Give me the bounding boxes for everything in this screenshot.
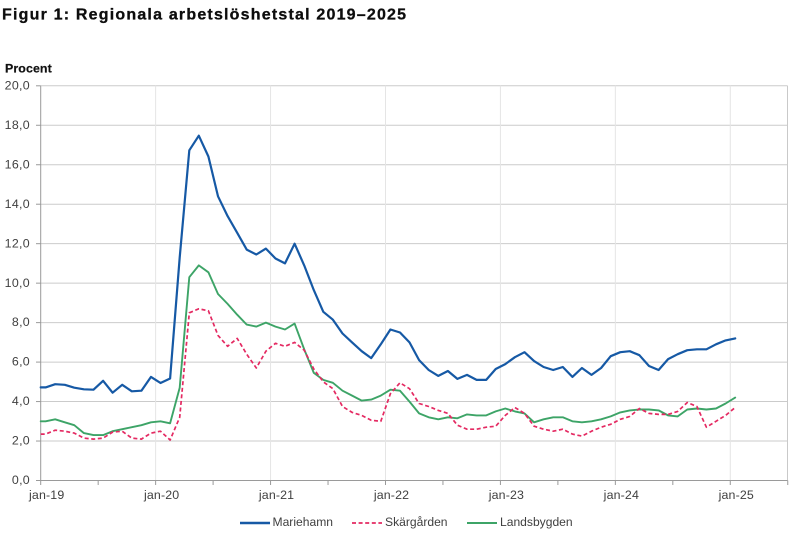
svg-text:Procent: Procent — [5, 62, 52, 76]
svg-text:0,0: 0,0 — [12, 473, 30, 487]
svg-text:8,0: 8,0 — [12, 315, 30, 329]
svg-text:jan-20: jan-20 — [143, 488, 179, 502]
svg-text:jan-22: jan-22 — [373, 488, 409, 502]
svg-text:6,0: 6,0 — [12, 355, 30, 369]
svg-text:Skärgården: Skärgården — [385, 515, 448, 529]
svg-text:2,0: 2,0 — [12, 434, 30, 448]
svg-text:Landsbygden: Landsbygden — [500, 515, 573, 529]
svg-text:jan-23: jan-23 — [488, 488, 524, 502]
svg-text:jan-25: jan-25 — [718, 488, 754, 502]
svg-text:Mariehamn: Mariehamn — [273, 515, 334, 529]
svg-text:jan-24: jan-24 — [603, 488, 639, 502]
svg-text:Figur 1: Regionala arbetslöshe: Figur 1: Regionala arbetslöshetstal 2019… — [2, 6, 407, 23]
svg-text:10,0: 10,0 — [5, 276, 30, 290]
svg-text:18,0: 18,0 — [5, 118, 30, 132]
svg-text:jan-19: jan-19 — [28, 488, 64, 502]
svg-text:14,0: 14,0 — [5, 197, 30, 211]
svg-text:4,0: 4,0 — [12, 394, 30, 408]
svg-text:12,0: 12,0 — [5, 236, 30, 250]
svg-text:jan-21: jan-21 — [258, 488, 294, 502]
svg-text:20,0: 20,0 — [5, 78, 30, 92]
svg-text:16,0: 16,0 — [5, 157, 30, 171]
